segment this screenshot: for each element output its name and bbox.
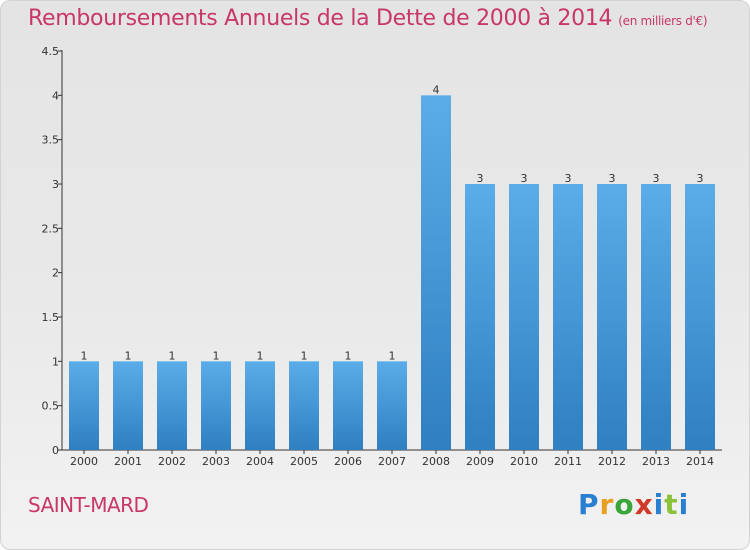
y-axis: 0 0.5 1 1.5 2 2.5 3 3.5 4 4.5 [42, 45, 63, 457]
x-tick-label: 2001 [114, 455, 142, 468]
logo-letter: x [634, 488, 654, 521]
bars [69, 95, 715, 450]
bar-2011 [553, 184, 583, 450]
bar-2012 [597, 184, 627, 450]
data-label-2014: 3 [697, 172, 704, 185]
data-label-2001: 1 [125, 349, 132, 362]
bar-2001 [113, 361, 143, 450]
data-label-2006: 1 [345, 349, 352, 362]
x-tick-label: 2014 [686, 455, 714, 468]
logo-letter: t [664, 488, 679, 521]
bar-2009 [465, 184, 495, 450]
x-tick-label: 2010 [510, 455, 538, 468]
logo-letter: i [653, 488, 665, 521]
y-tick-label: 0.5 [42, 400, 60, 413]
logo-letter: o [614, 488, 635, 521]
x-tick-label: 2013 [642, 455, 670, 468]
bar-2006 [333, 361, 363, 450]
bar-2008 [421, 95, 451, 450]
x-tick-label: 2000 [70, 455, 98, 468]
data-label-2011: 3 [565, 172, 572, 185]
bar-2002 [157, 361, 187, 450]
data-label-2005: 1 [301, 349, 308, 362]
data-label-2000: 1 [81, 349, 88, 362]
bar-2010 [509, 184, 539, 450]
x-tick-label: 2006 [334, 455, 362, 468]
proxiti-logo[interactable]: Proxiti [578, 488, 689, 521]
data-label-2010: 3 [521, 172, 528, 185]
x-tick-label: 2003 [202, 455, 230, 468]
logo-letter: P [578, 488, 600, 521]
y-tick-label: 2.5 [42, 222, 60, 235]
logo-letter: r [599, 488, 615, 521]
y-tick-label: 3 [52, 178, 59, 191]
y-tick-label: 4 [52, 89, 59, 102]
logo-letter: i [678, 488, 690, 521]
bar-2013 [641, 184, 671, 450]
x-tick-label: 2005 [290, 455, 318, 468]
x-tick-label: 2009 [466, 455, 494, 468]
bar-2007 [377, 361, 407, 450]
bar-2000 [69, 361, 99, 450]
x-tick-label: 2007 [378, 455, 406, 468]
bar-2003 [201, 361, 231, 450]
bar-2004 [245, 361, 275, 450]
y-tick-label: 4.5 [42, 45, 60, 58]
data-label-2002: 1 [169, 349, 176, 362]
x-tick-label: 2008 [422, 455, 450, 468]
x-tick-label: 2002 [158, 455, 186, 468]
data-label-2009: 3 [477, 172, 484, 185]
x-tick-label: 2012 [598, 455, 626, 468]
y-tick-label: 1 [52, 355, 59, 368]
data-labels: 1 1 1 1 1 1 1 1 4 3 3 3 3 3 3 [81, 83, 704, 362]
data-label-2007: 1 [389, 349, 396, 362]
chart-title-text: Remboursements Annuels de la Dette de 20… [28, 6, 613, 31]
x-tick-label: 2011 [554, 455, 582, 468]
y-tick-label: 3.5 [42, 134, 60, 147]
y-tick-label: 2 [52, 267, 59, 280]
y-tick-label: 1.5 [42, 311, 60, 324]
bar-2005 [289, 361, 319, 450]
bar-2014 [685, 184, 715, 450]
chart-title: Remboursements Annuels de la Dette de 20… [28, 6, 708, 31]
data-label-2012: 3 [609, 172, 616, 185]
data-label-2013: 3 [653, 172, 660, 185]
x-tick-label: 2004 [246, 455, 274, 468]
data-label-2008: 4 [433, 83, 440, 96]
data-label-2004: 1 [257, 349, 264, 362]
x-axis: 2000 2001 2002 2003 2004 2005 2006 2007 2008 2009… [62, 449, 722, 468]
y-tick-label: 0 [52, 444, 59, 457]
data-label-2003: 1 [213, 349, 220, 362]
chart-unit-label: (en milliers d'€) [618, 14, 708, 28]
town-name: SAINT-MARD [28, 493, 149, 517]
